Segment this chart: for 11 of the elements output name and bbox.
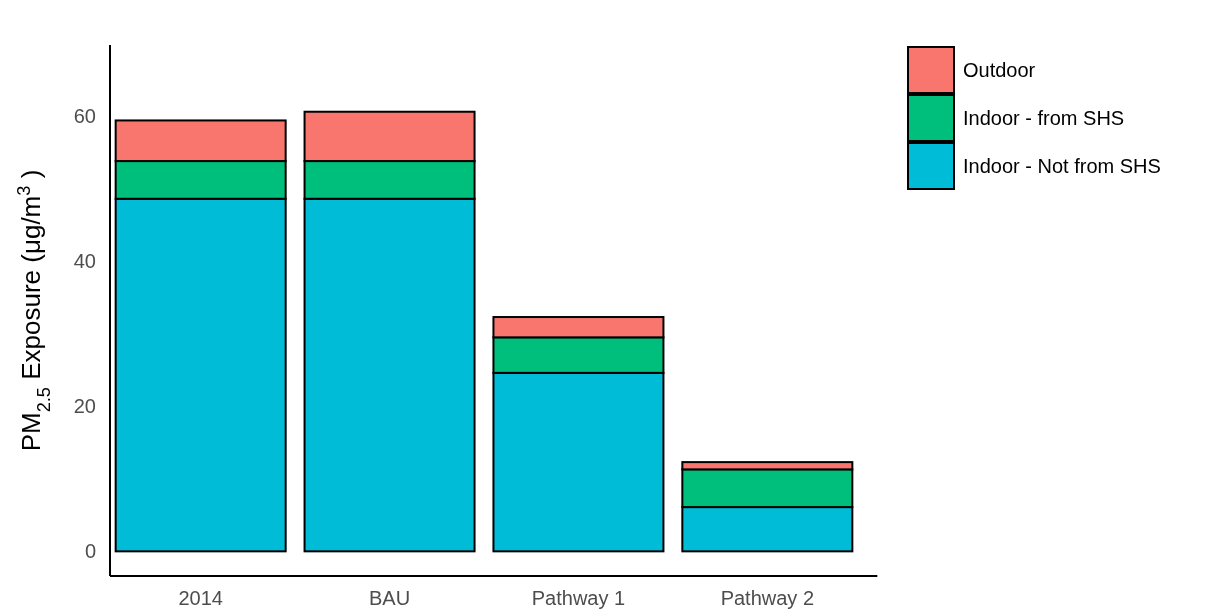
- legend-label: Indoor - Not from SHS: [963, 155, 1161, 177]
- y-tick-label: 40: [73, 250, 96, 273]
- y-tick-label: 0: [84, 540, 96, 563]
- legend-label: Outdoor: [963, 59, 1036, 81]
- y-tick-label: 20: [73, 395, 96, 418]
- legend-label: Indoor - from SHS: [963, 107, 1125, 129]
- x-tick-label: BAU: [368, 587, 411, 609]
- y-tick-label: 60: [73, 105, 96, 128]
- x-tick-label: 2014: [178, 587, 223, 609]
- x-tick-label: Pathway 1: [531, 587, 626, 609]
- x-tick-label: Pathway 2: [720, 587, 815, 609]
